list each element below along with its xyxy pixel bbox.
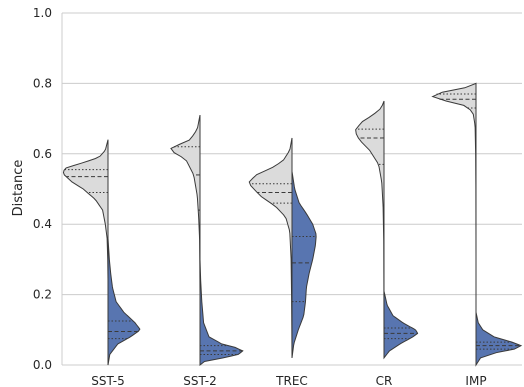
violin-right-sst-2	[199, 259, 244, 367]
violin-left-sst-2	[170, 114, 201, 365]
x-tick-label: TREC	[275, 374, 308, 387]
violin-right-imp	[475, 312, 523, 367]
x-tick-label: SST-2	[183, 374, 216, 387]
violin-right-cr	[383, 290, 419, 360]
violin-right-trec	[291, 171, 317, 359]
violin-left-sst-5	[62, 139, 109, 281]
violin-body	[291, 171, 317, 359]
tick-labels: 0.0 0.2 0.4 0.6 0.8 1.0 SST-5 SST-2 TREC CR IMP	[33, 6, 487, 387]
y-tick-label: 1.0	[33, 6, 52, 20]
violin-right-sst-5	[107, 238, 141, 366]
x-tick-label: CR	[376, 374, 393, 387]
y-axis-label: Distance	[11, 160, 26, 217]
y-tick-label: 0.2	[33, 288, 52, 302]
violin-body	[475, 312, 523, 367]
violin-left-trec	[248, 137, 293, 358]
violin-body	[248, 137, 293, 358]
violin-body	[107, 238, 141, 366]
violin-body	[431, 82, 477, 348]
violins	[62, 82, 523, 367]
x-tick-label: SST-5	[91, 374, 124, 387]
y-tick-label: 0.4	[33, 217, 52, 231]
violin-body	[199, 259, 244, 367]
y-tick-label: 0.8	[33, 76, 52, 90]
y-tick-label: 0.0	[33, 358, 52, 372]
y-tick-label: 0.6	[33, 147, 52, 161]
violin-body	[62, 139, 109, 281]
violin-body	[170, 114, 201, 365]
x-tick-label: IMP	[465, 374, 486, 387]
violin-left-imp	[431, 82, 477, 348]
violin-body	[383, 290, 419, 360]
